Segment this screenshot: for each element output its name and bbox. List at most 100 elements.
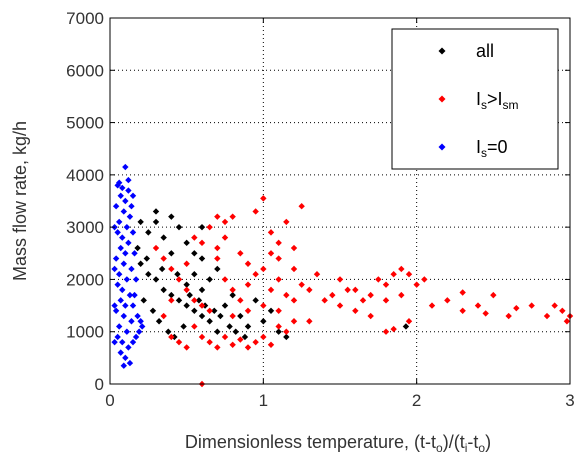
data-point-is-0 xyxy=(122,250,129,257)
data-point-is-ism xyxy=(359,297,367,304)
data-point-is-ism xyxy=(313,271,321,278)
data-point-is-ism xyxy=(298,203,305,210)
data-point-is-0 xyxy=(128,203,135,210)
data-point-all xyxy=(160,234,167,241)
data-point-is-0 xyxy=(123,328,131,335)
data-point-is-ism xyxy=(528,302,535,309)
data-point-is-0 xyxy=(135,328,143,335)
y-tick-label: 7000 xyxy=(66,9,104,28)
data-point-all xyxy=(191,307,198,314)
data-point-is-0 xyxy=(116,179,123,186)
data-point-is-ism xyxy=(229,312,236,320)
data-point-is-0 xyxy=(125,187,132,194)
data-point-is-ism xyxy=(229,213,236,220)
x-axis-label: Dimensionless temperature, (t-to)/(ti-to… xyxy=(185,432,491,455)
data-point-is-ism xyxy=(321,297,328,304)
legend-marker xyxy=(438,143,446,151)
data-point-is-0 xyxy=(114,229,121,236)
data-point-is-ism xyxy=(168,333,175,341)
data-point-is-ism xyxy=(352,286,359,294)
data-point-all xyxy=(186,291,193,299)
data-point-is-ism xyxy=(336,276,344,283)
data-point-is-ism xyxy=(260,333,267,341)
data-point-all xyxy=(183,302,190,309)
data-point-is-ism xyxy=(306,286,313,294)
data-point-all xyxy=(137,218,144,226)
data-point-is-ism xyxy=(398,291,405,299)
data-point-is-ism xyxy=(367,291,374,299)
data-point-is-0 xyxy=(131,291,138,299)
data-point-is-ism xyxy=(390,271,397,278)
data-point-is-0 xyxy=(119,338,126,346)
data-point-all xyxy=(183,281,190,288)
data-point-is-ism xyxy=(175,276,183,283)
data-point-is-ism xyxy=(267,286,275,294)
data-point-is-ism xyxy=(237,297,244,304)
data-point-is-ism xyxy=(168,297,175,304)
data-point-is-0 xyxy=(117,244,124,252)
data-point-is-0 xyxy=(120,312,127,320)
data-point-all xyxy=(217,312,224,320)
data-point-is-0 xyxy=(128,318,135,325)
data-point-is-ism xyxy=(275,307,282,314)
data-point-is-ism xyxy=(252,271,259,278)
data-point-is-0 xyxy=(119,286,126,294)
data-point-is-0 xyxy=(112,255,120,262)
data-point-all xyxy=(191,250,198,257)
data-point-is-ism xyxy=(459,307,466,314)
data-point-is-ism xyxy=(198,302,206,309)
data-point-is-ism xyxy=(221,218,229,226)
data-point-all xyxy=(152,276,160,283)
data-point-is-ism xyxy=(421,276,428,283)
data-point-is-ism xyxy=(168,265,175,273)
data-point-is-ism xyxy=(275,276,282,283)
data-point-is-ism xyxy=(505,312,512,320)
y-tick-label: 4000 xyxy=(66,166,104,185)
data-point-is-ism xyxy=(275,239,282,247)
data-point-is-ism xyxy=(183,344,190,351)
data-point-all xyxy=(214,328,221,335)
y-tick-label: 3000 xyxy=(66,218,104,237)
data-point-is-ism xyxy=(206,223,213,231)
data-point-is-ism xyxy=(405,318,413,325)
data-point-is-ism xyxy=(283,291,290,299)
data-point-all xyxy=(174,271,181,278)
x-tick-label: 1 xyxy=(259,391,268,410)
data-point-is-ism xyxy=(543,312,551,320)
data-point-is-0 xyxy=(123,276,131,283)
legend-marker xyxy=(438,95,446,103)
legend-label: Is=0 xyxy=(476,137,508,160)
data-point-is-ism xyxy=(398,265,405,273)
data-point-all xyxy=(211,307,218,314)
data-point-is-ism xyxy=(198,239,206,247)
data-point-is-ism xyxy=(559,307,566,314)
legend-box xyxy=(391,28,559,170)
y-tick-label: 5000 xyxy=(66,114,104,133)
data-point-is-0 xyxy=(132,333,140,341)
data-point-is-ism xyxy=(214,213,221,220)
data-point-all xyxy=(252,297,259,304)
data-point-all xyxy=(143,255,150,262)
data-point-is-0 xyxy=(123,223,131,231)
data-point-all xyxy=(275,328,282,335)
data-point-is-ism xyxy=(260,302,267,309)
y-tick-label: 1000 xyxy=(66,323,104,342)
data-point-is-ism xyxy=(428,302,436,309)
data-point-is-0 xyxy=(139,323,146,330)
data-point-is-ism xyxy=(551,302,558,309)
data-point-is-ism xyxy=(191,323,198,330)
data-point-is-0 xyxy=(117,192,124,199)
data-point-is-0 xyxy=(114,333,121,341)
data-points xyxy=(111,163,574,388)
data-point-is-ism xyxy=(329,291,336,299)
data-point-all xyxy=(168,250,175,257)
legend-label: all xyxy=(476,41,494,61)
data-point-all xyxy=(241,333,249,341)
data-point-all xyxy=(214,265,221,273)
data-point-is-0 xyxy=(126,359,134,367)
data-point-is-0 xyxy=(129,302,137,309)
data-point-is-ism xyxy=(382,328,390,335)
data-point-is-ism xyxy=(191,297,198,304)
data-point-is-ism xyxy=(405,271,413,278)
data-point-is-ism xyxy=(252,208,259,215)
